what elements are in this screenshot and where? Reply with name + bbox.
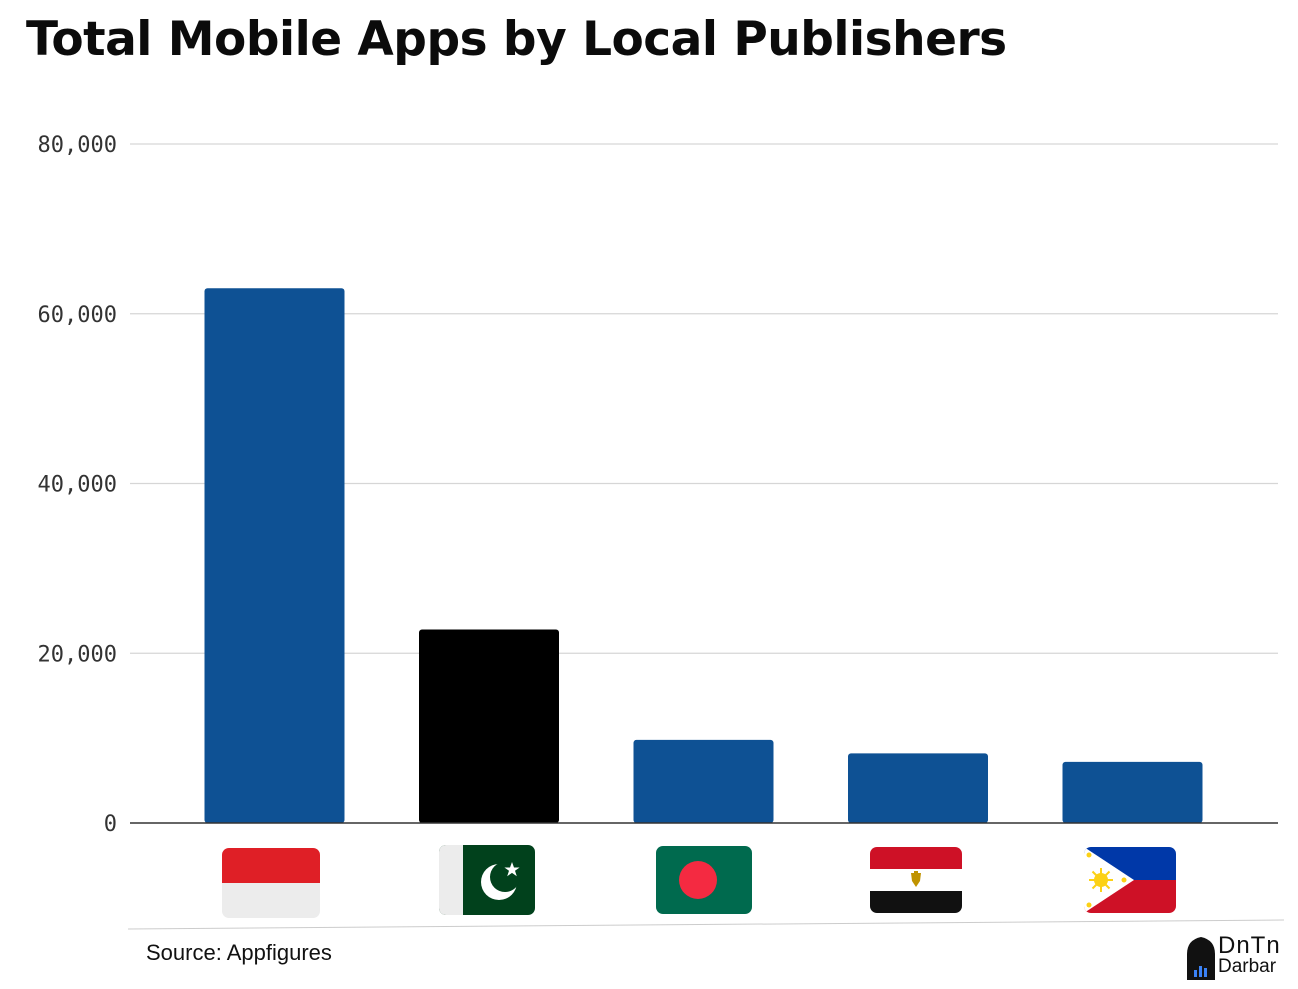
y-tick-label: 40,000	[38, 473, 117, 498]
bar-indonesia	[204, 288, 345, 824]
bar-egypt	[848, 753, 988, 823]
bangladesh-flag-icon	[656, 846, 752, 914]
brand-name-top: DnTn	[1218, 932, 1281, 959]
chart-title: Total Mobile Apps by Local Publishers	[26, 12, 1007, 67]
y-tick-label: 0	[104, 812, 117, 837]
bar-bangladesh	[633, 739, 774, 823]
indonesia-flag-icon	[222, 848, 320, 918]
y-axis: 0 20,000 40,000 60,000 80,000	[38, 133, 117, 837]
brand-logo: DnTn Darbar	[1186, 934, 1286, 982]
source-note: Source: Appfigures	[146, 940, 332, 965]
y-tick-label: 20,000	[38, 642, 117, 667]
brand-name-bottom: Darbar	[1218, 956, 1277, 977]
bar-pakistan	[419, 629, 559, 823]
house-logo-icon	[1187, 937, 1215, 980]
y-tick-label: 60,000	[38, 303, 117, 328]
y-tick-label: 80,000	[38, 133, 117, 158]
pakistan-flag-icon	[439, 845, 535, 915]
bars	[204, 288, 1203, 824]
bar-philippines	[1062, 761, 1203, 823]
philippines-flag-icon	[1084, 847, 1176, 913]
footer-divider	[127, 919, 1285, 930]
egypt-flag-icon	[870, 847, 962, 913]
